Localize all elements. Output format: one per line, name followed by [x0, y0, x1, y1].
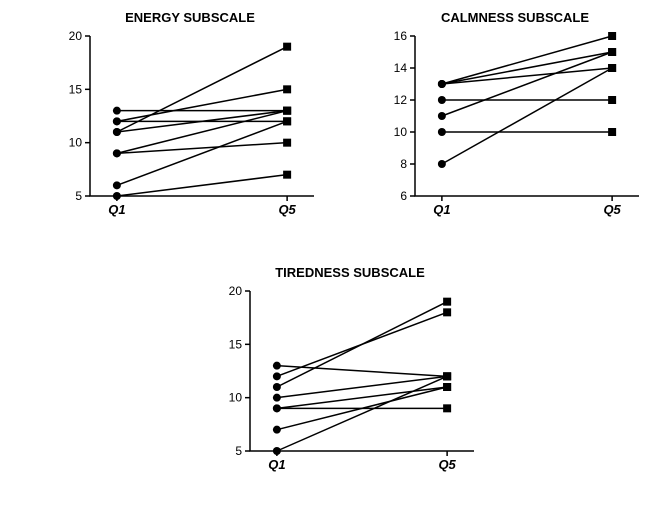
marker-q5 — [608, 128, 616, 136]
data-line — [277, 387, 447, 408]
data-line — [442, 68, 612, 164]
marker-q1 — [438, 96, 446, 104]
marker-q1 — [438, 112, 446, 120]
data-line — [442, 36, 612, 84]
marker-q1 — [113, 117, 121, 125]
panel-tiredness: TIREDNESS SUBSCALE5101520Q1Q5 — [220, 285, 480, 475]
panel-title: ENERGY SUBSCALE — [60, 10, 320, 25]
marker-q5 — [443, 404, 451, 412]
marker-q1 — [438, 80, 446, 88]
marker-q5 — [443, 298, 451, 306]
panel-title: CALMNESS SUBSCALE — [385, 10, 645, 25]
marker-q5 — [443, 383, 451, 391]
x-tick-label: Q1 — [433, 202, 450, 217]
marker-q5 — [608, 48, 616, 56]
data-line — [117, 121, 287, 185]
marker-q5 — [283, 43, 291, 51]
y-tick-label: 5 — [75, 189, 82, 203]
y-tick-label: 6 — [400, 189, 407, 203]
marker-q5 — [283, 85, 291, 93]
marker-q5 — [283, 107, 291, 115]
marker-q1 — [273, 362, 281, 370]
panel-title: TIREDNESS SUBSCALE — [220, 265, 480, 280]
marker-q1 — [438, 160, 446, 168]
y-tick-label: 5 — [235, 444, 242, 458]
marker-q1 — [113, 107, 121, 115]
marker-q5 — [283, 117, 291, 125]
y-tick-label: 8 — [400, 157, 407, 171]
y-tick-label: 16 — [394, 30, 408, 43]
chart-svg: 5 10 15 20 Q1 Q5 — [60, 30, 320, 220]
marker-q1 — [273, 394, 281, 402]
marker-q5 — [283, 171, 291, 179]
marker-q1 — [113, 128, 121, 136]
marker-q1 — [273, 447, 281, 455]
y-tick-label: 20 — [69, 30, 83, 43]
x-tick-label: Q1 — [108, 202, 125, 217]
y-tick-label: 15 — [69, 82, 83, 96]
data-line — [117, 175, 287, 196]
marker-q1 — [273, 426, 281, 434]
y-tick-label: 10 — [394, 125, 408, 139]
marker-q5 — [608, 32, 616, 40]
y-tick-label: 20 — [229, 285, 243, 298]
x-tick-label: Q1 — [268, 457, 285, 472]
chart-svg: 5 10 15 20 Q1 Q5 — [220, 285, 480, 475]
chart-svg: 6 8 10 12 14 16 Q1 Q5 — [385, 30, 645, 220]
marker-q5 — [443, 372, 451, 380]
panel-calmness: CALMNESS SUBSCALE6810121416Q1Q5 — [385, 30, 645, 220]
marker-q5 — [608, 96, 616, 104]
marker-q1 — [273, 383, 281, 391]
marker-q1 — [113, 192, 121, 200]
x-tick-label: Q5 — [278, 202, 296, 217]
y-tick-label: 12 — [394, 93, 408, 107]
x-tick-label: Q5 — [603, 202, 621, 217]
marker-q5 — [608, 64, 616, 72]
y-tick-label: 10 — [229, 391, 243, 405]
marker-q1 — [113, 149, 121, 157]
y-tick-label: 15 — [229, 337, 243, 351]
data-line — [442, 52, 612, 84]
x-tick-label: Q5 — [438, 457, 456, 472]
marker-q5 — [283, 139, 291, 147]
data-line — [117, 47, 287, 132]
y-tick-label: 14 — [394, 61, 408, 75]
y-tick-label: 10 — [69, 136, 83, 150]
data-line — [117, 143, 287, 154]
data-line — [442, 52, 612, 116]
marker-q1 — [113, 181, 121, 189]
marker-q1 — [273, 372, 281, 380]
marker-q1 — [273, 404, 281, 412]
panel-energy: ENERGY SUBSCALE5101520Q1Q5 — [60, 30, 320, 220]
marker-q1 — [438, 128, 446, 136]
figure: ENERGY SUBSCALE 5 10 15 20 Q1 Q5 CALMNESS SUBSC… — [0, 0, 664, 505]
marker-q5 — [443, 308, 451, 316]
